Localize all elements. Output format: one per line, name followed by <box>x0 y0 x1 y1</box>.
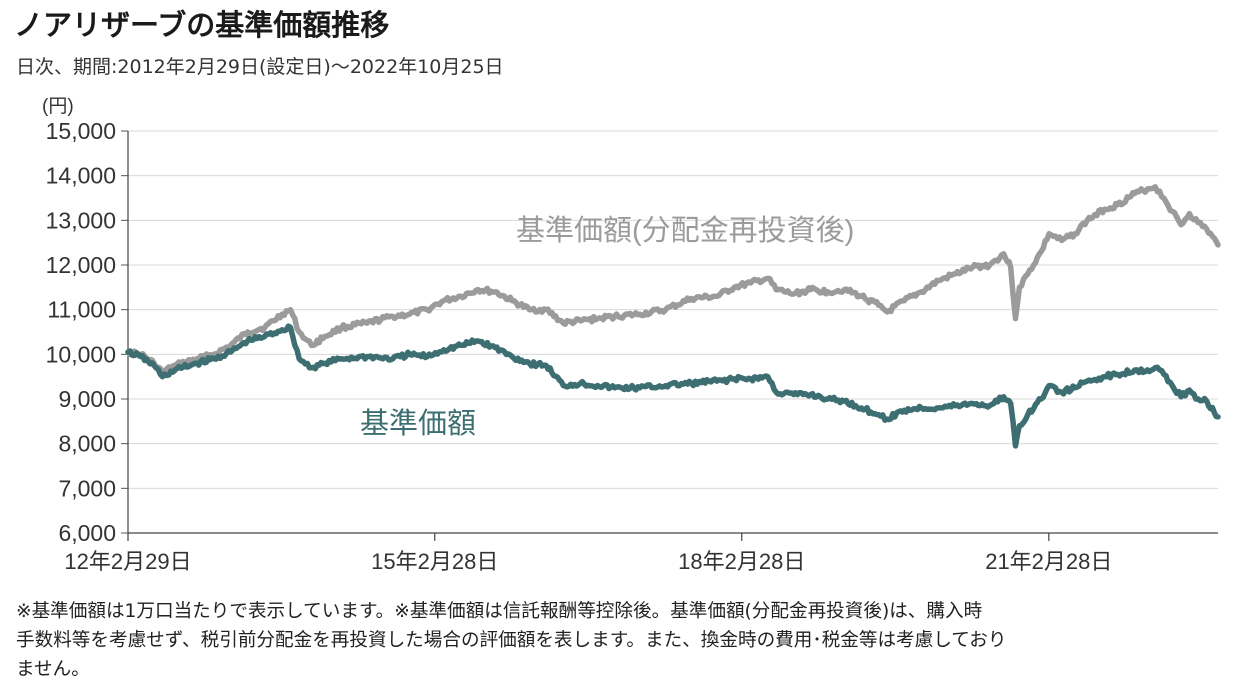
y-tick-label: 10,000 <box>46 341 116 367</box>
y-axis-label: (円) <box>42 96 74 117</box>
y-tick-label: 14,000 <box>46 163 116 189</box>
y-tick-label: 12,000 <box>46 252 116 278</box>
chart-subtitle: 日次、期間:2012年2月29日(設定日)～2022年10月25日 <box>16 56 504 78</box>
series-labels: 基準価額(分配金再投資後) 基準価額 <box>360 214 854 440</box>
series-line-reinvested <box>125 184 1221 375</box>
gridlines <box>128 130 1218 489</box>
price-chart: 6,000 7,000 8,000 9,000 10,000 11,000 12,000 13… <box>42 96 1221 574</box>
y-tick-label: 7,000 <box>58 475 116 501</box>
series-label-nav: 基準価額 <box>360 407 476 440</box>
x-tick-label: 12年2月29日 <box>64 549 191 574</box>
y-tick-label: 6,000 <box>58 520 116 546</box>
footnote-line-1: ※基準価額は1万口当たりで表示しています。※基準価額は信託報酬等控除後。基準価額… <box>16 601 983 622</box>
y-tick-label: 15,000 <box>46 118 116 144</box>
x-tick-label: 15年2月28日 <box>371 549 498 574</box>
footnote: ※基準価額は1万口当たりで表示しています。※基準価額は信託報酬等控除後。基準価額… <box>16 597 1246 684</box>
footnote-line-2: 手数料等を考慮せず、税引前分配金を再投資した場合の評価額を表します。また、換金時… <box>16 630 1007 651</box>
x-tick-label: 21年2月28日 <box>985 549 1112 574</box>
series-label-reinvested: 基準価額(分配金再投資後) <box>516 214 854 247</box>
series-lines <box>125 184 1221 449</box>
y-tick-label: 9,000 <box>58 386 116 412</box>
y-tick-label: 11,000 <box>47 297 116 323</box>
chart-title: ノアリザーブの基準価額推移 <box>14 8 390 42</box>
y-tick-label: 8,000 <box>58 431 116 457</box>
x-tick-label: 18年2月28日 <box>678 549 805 574</box>
series-line-nav <box>125 323 1221 449</box>
y-tick-label: 13,000 <box>46 207 116 233</box>
footnote-line-3: ません。 <box>16 659 90 680</box>
axes: 6,000 7,000 8,000 9,000 10,000 11,000 12,000 13… <box>42 96 1218 574</box>
